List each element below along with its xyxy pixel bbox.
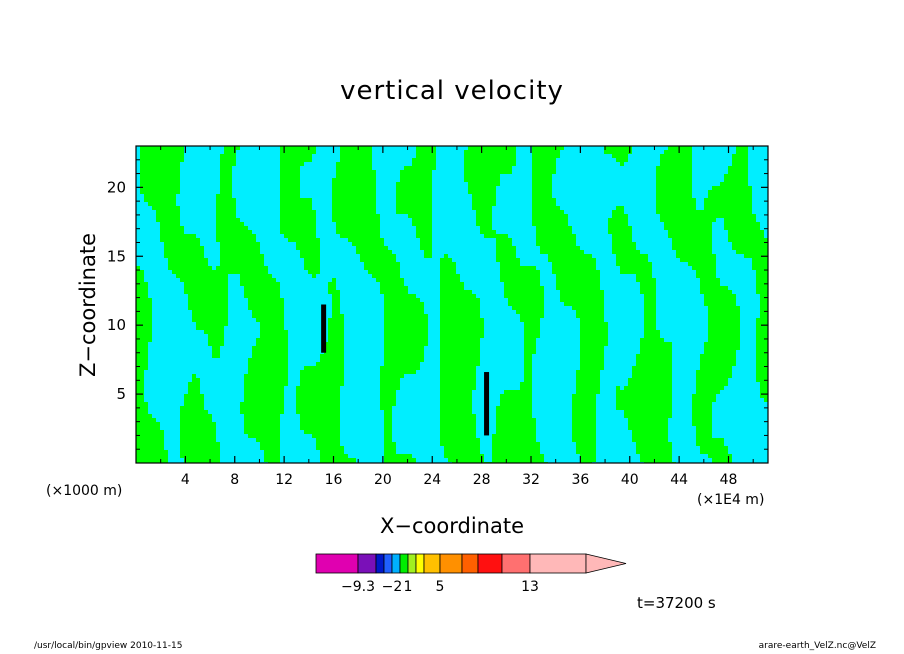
x-tick-label: 28 — [473, 472, 491, 488]
colorbar-segment — [399, 553, 409, 574]
y-tick-label: 5 — [116, 385, 126, 403]
colorbar-segment — [439, 553, 463, 574]
x-axis-ticks: 4 8 12 16 20 24 28 32 36 40 44 48 — [160, 146, 754, 488]
colorbar-segment — [461, 553, 479, 574]
colorbar-segment — [391, 553, 401, 574]
x-tick-label: 44 — [670, 472, 688, 488]
x-unit-right: (×1E4 m) — [697, 492, 765, 508]
y-tick-label: 15 — [107, 247, 126, 265]
colorbar-label: −2 — [382, 579, 403, 595]
y-tick-label: 20 — [107, 178, 126, 196]
x-tick-label: 36 — [571, 472, 589, 488]
x-tick-label: 48 — [720, 472, 738, 488]
x-tick-label: 32 — [522, 472, 540, 488]
x-unit-left: (×1000 m) — [46, 483, 123, 499]
velocity-field — [136, 146, 768, 463]
x-tick-label: 20 — [374, 472, 392, 488]
y-tick-label: 10 — [107, 316, 126, 334]
colorbar-segment — [357, 553, 377, 574]
x-tick-label: 24 — [423, 472, 441, 488]
x-axis-label: X−coordinate — [380, 514, 524, 538]
colorbar-label: 5 — [436, 579, 445, 595]
strong-downdraft-core — [484, 372, 490, 436]
x-tick-label: 12 — [275, 472, 293, 488]
colorbar-segment — [415, 553, 425, 574]
colorbar-segment — [375, 553, 385, 574]
colorbar: −9.3 −2 1 5 13 — [315, 553, 627, 595]
colorbar-segment — [407, 553, 417, 574]
time-label: t=37200 s — [637, 594, 716, 612]
footer-right: arare-earth_VelZ.nc@VelZ — [758, 641, 876, 651]
x-tick-label: 16 — [325, 472, 343, 488]
y-axis-label: Z−coordinate — [76, 233, 100, 377]
colorbar-segment — [383, 553, 393, 574]
colorbar-extension — [585, 553, 627, 574]
footer-left: /usr/local/bin/gpview 2010-11-15 — [34, 641, 183, 651]
y-axis-ticks: 5 10 15 20 — [107, 159, 768, 450]
colorbar-segment — [501, 553, 531, 574]
colorbar-label: 1 — [404, 579, 413, 595]
colorbar-segment — [477, 553, 503, 574]
colorbar-label: 13 — [521, 579, 539, 595]
plot-frame — [135, 145, 769, 464]
strong-downdraft-core — [321, 304, 327, 353]
colorbar-segment — [529, 553, 587, 574]
colorbar-label: −9.3 — [341, 579, 375, 595]
x-tick-label: 8 — [230, 472, 239, 488]
colorbar-segment — [315, 553, 359, 574]
chart-title: vertical velocity — [340, 76, 564, 106]
x-tick-label: 40 — [621, 472, 639, 488]
colorbar-segment — [423, 553, 441, 574]
x-tick-label: 4 — [181, 472, 190, 488]
